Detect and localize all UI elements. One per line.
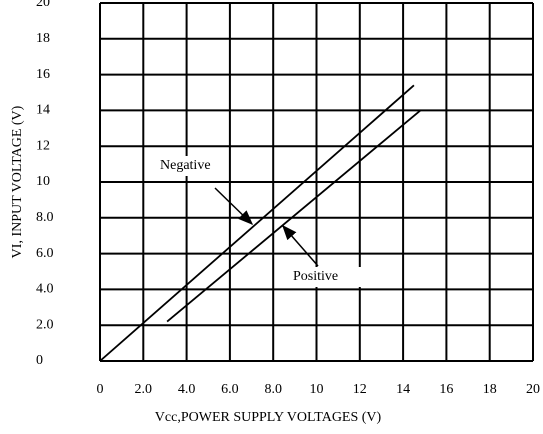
- label-background: [158, 156, 228, 176]
- y-tick-label: 4.0: [36, 282, 54, 297]
- x-tick-label: 14: [396, 382, 410, 397]
- x-tick-label: 12: [353, 382, 367, 397]
- annotation-arrow: [214, 187, 254, 226]
- y-axis-label: VI, INPUT VOLTAGE (V): [10, 105, 25, 258]
- x-tick-label: 8.0: [264, 382, 282, 397]
- x-tick-label: 10: [310, 382, 324, 397]
- series-label: Negative: [160, 158, 211, 173]
- x-axis-label: Vcc,POWER SUPPLY VOLTAGES (V): [155, 410, 382, 425]
- y-tick-label: 6.0: [36, 246, 54, 261]
- line: [166, 109, 421, 323]
- y-tick-label: 2.0: [36, 317, 54, 332]
- y-tick-label: 8.0: [36, 210, 54, 225]
- x-tick-label: 2.0: [135, 382, 153, 397]
- x-tick-label: 6.0: [221, 382, 239, 397]
- annotation-arrow: [282, 224, 319, 267]
- x-tick-label: 0: [97, 382, 104, 397]
- y-tick-label: 14: [36, 103, 50, 118]
- x-tick-label: 20: [526, 382, 540, 397]
- label-background: [291, 267, 361, 287]
- x-tick-label: 4.0: [178, 382, 196, 397]
- y-tick-label: 20: [36, 0, 50, 10]
- y-tick-label: 0: [36, 353, 43, 368]
- line: [99, 84, 415, 362]
- series-label: Positive: [293, 269, 338, 284]
- y-tick-label: 16: [36, 67, 50, 82]
- y-tick-label: 18: [36, 31, 50, 46]
- x-tick-label: 16: [439, 382, 453, 397]
- x-tick-label: 18: [483, 382, 497, 397]
- y-tick-label: 12: [36, 138, 50, 153]
- y-tick-label: 10: [36, 174, 50, 189]
